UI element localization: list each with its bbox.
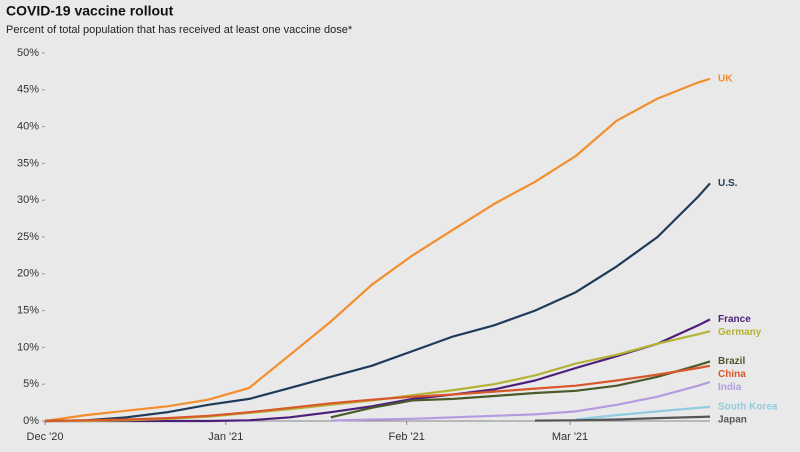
series-line [575, 405, 711, 421]
series-line [330, 380, 711, 422]
legend-label: China [718, 369, 746, 380]
legend-label: U.S. [718, 178, 738, 189]
series-line [44, 182, 711, 423]
x-tick-label: Dec '20 [27, 431, 64, 443]
legend-label: India [718, 382, 742, 393]
legend-label: Japan [718, 415, 747, 426]
legend-label: Germany [718, 327, 762, 338]
series-line [45, 318, 711, 423]
legend-label: France [718, 314, 751, 325]
y-tick-label: 15% [17, 305, 39, 317]
y-tick-label: 10% [17, 341, 39, 353]
chart-title: COVID-19 vaccine rollout [6, 3, 174, 19]
y-tick-label: 45% [17, 84, 39, 96]
legend-label: Brazil [718, 356, 745, 367]
series-line [534, 415, 711, 422]
y-tick-label: 0% [23, 415, 39, 427]
x-tick-label: Feb '21 [388, 431, 424, 443]
y-tick-label: 30% [17, 194, 39, 206]
y-tick-label: 5% [23, 378, 39, 390]
y-tick-label: 40% [17, 121, 39, 133]
chart-subtitle: Percent of total population that has rec… [6, 24, 353, 36]
series-line [44, 364, 711, 423]
y-tick-label: 35% [17, 157, 39, 169]
series-line [44, 77, 711, 423]
y-tick-label: 20% [17, 268, 39, 280]
y-tick-label: 50% [17, 47, 39, 59]
legend-label: UK [718, 73, 733, 84]
x-tick-label: Mar '21 [552, 431, 588, 443]
x-tick-label: Jan '21 [208, 431, 243, 443]
legend-label: South Korea [718, 402, 778, 413]
y-tick-label: 25% [17, 231, 39, 243]
